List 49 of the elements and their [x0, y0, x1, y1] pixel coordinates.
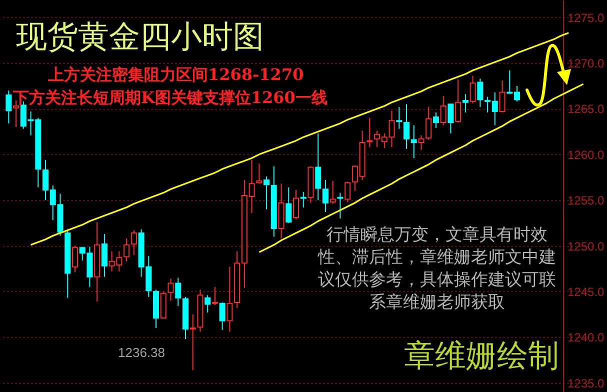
candlestick	[219, 302, 226, 330]
candlestick	[300, 191, 306, 208]
candlestick	[175, 277, 182, 307]
candlestick	[293, 190, 299, 220]
y-tick-label: 1245.0	[568, 284, 605, 299]
y-tick-label: 1255.0	[568, 194, 605, 208]
candlestick	[366, 117, 373, 148]
candlestick	[130, 230, 137, 256]
candlestick	[264, 176, 270, 210]
annotation: 行情瞬息万变，文章具有时效性、滞后性，章维姗老师文中建议仅供参考，具体操作建议可联系章维姗老师获取	[317, 225, 556, 312]
y-tick-label: 1250.0	[568, 239, 605, 254]
annotation: 下方关注长短周期K图关键支撑位1260一线	[12, 88, 328, 107]
candlestick	[101, 233, 108, 278]
candlestick	[6, 90, 12, 124]
candlestick	[426, 106, 432, 140]
candlestick	[396, 106, 402, 130]
candlestick	[204, 294, 211, 314]
annotation: 上方关注密集阻力区间1268-1270	[47, 65, 304, 84]
candlestick	[168, 278, 174, 302]
candlestick	[499, 80, 506, 113]
y-tick-label: 1270.0	[568, 56, 605, 71]
y-tick-label: 1275.0	[568, 10, 605, 25]
y-tick-label: 1265.0	[568, 102, 605, 116]
y-tick-label: 1260.0	[568, 148, 605, 162]
annotation: 1236.38	[118, 345, 165, 360]
candlestick	[404, 104, 410, 150]
candlestick	[455, 78, 462, 123]
candlestick	[190, 314, 196, 371]
y-tick-label: 1240.0	[568, 330, 605, 345]
candlestick	[337, 192, 344, 219]
candlestick	[330, 180, 336, 204]
candlestick	[226, 266, 233, 332]
text: 现货黄金四小时图	[16, 19, 264, 55]
candlestick	[477, 78, 484, 108]
candlestick	[432, 112, 439, 128]
candlestick	[410, 124, 417, 159]
candlestick	[448, 104, 454, 134]
candlestick	[286, 186, 292, 224]
y-tick-label: 1235.0	[568, 376, 605, 390]
candlestick	[322, 180, 328, 212]
candlestick	[72, 245, 78, 273]
candlestick	[212, 286, 218, 306]
candlestick	[418, 134, 424, 150]
candlestick	[462, 94, 468, 113]
candlestick	[315, 132, 322, 201]
candlestick	[440, 95, 446, 126]
annotation: 章维姗绘制	[404, 338, 559, 374]
candlestick	[470, 75, 476, 104]
candlestick	[344, 181, 351, 202]
